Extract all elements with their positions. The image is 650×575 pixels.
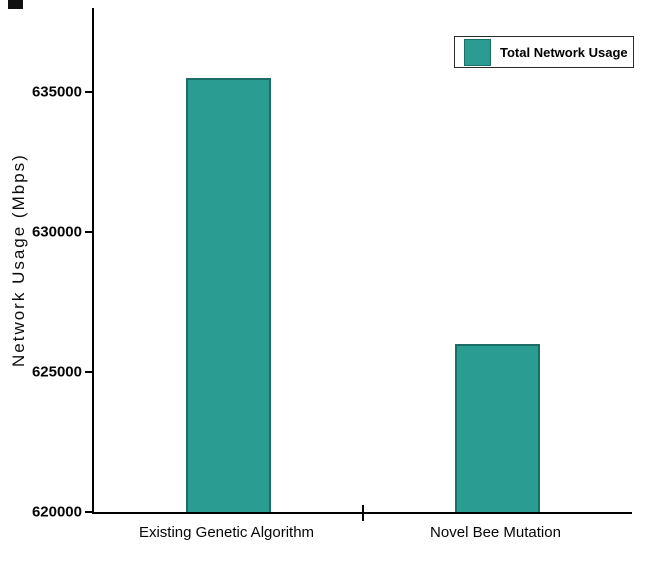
x-tick-label: Novel Bee Mutation bbox=[430, 524, 561, 541]
plot-area: Total Network Usage bbox=[85, 8, 634, 521]
legend-swatch bbox=[464, 38, 491, 66]
x-tick-label: Existing Genetic Algorithm bbox=[138, 524, 315, 541]
x-tick-mark bbox=[362, 505, 364, 521]
y-tick-mark bbox=[85, 371, 93, 373]
legend: Total Network Usage bbox=[454, 36, 634, 68]
y-tick-label: 620000 bbox=[31, 503, 82, 521]
y-tick-label: 635000 bbox=[31, 83, 82, 101]
y-tick-mark bbox=[85, 91, 93, 93]
bar-1 bbox=[186, 78, 271, 512]
legend-label: Total Network Usage bbox=[500, 44, 628, 60]
y-tick-mark bbox=[85, 231, 93, 233]
y-tick-label: 630000 bbox=[31, 223, 82, 241]
bar-2 bbox=[455, 344, 540, 512]
y-tick-mark bbox=[85, 511, 93, 513]
corner-artifact bbox=[8, 0, 23, 9]
y-tick-label: 625000 bbox=[31, 363, 82, 381]
